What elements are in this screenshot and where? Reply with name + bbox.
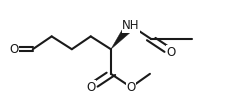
Text: NH: NH [122, 19, 140, 32]
Text: O: O [86, 81, 95, 94]
Text: O: O [127, 81, 136, 94]
Text: O: O [167, 46, 176, 59]
Polygon shape [111, 28, 134, 49]
Text: O: O [9, 43, 18, 56]
